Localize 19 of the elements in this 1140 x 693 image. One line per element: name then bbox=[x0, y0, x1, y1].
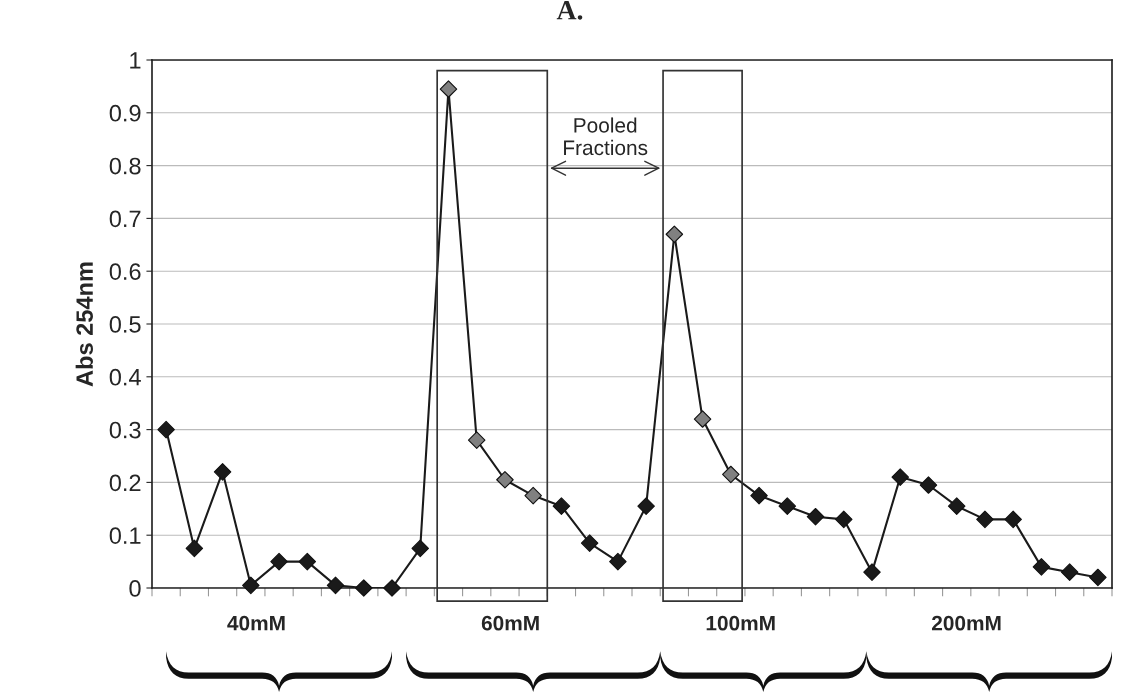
y-tick-label: 1 bbox=[130, 52, 141, 69]
y-axis-title: Abs 254nm bbox=[75, 262, 93, 387]
text: 200mM bbox=[931, 615, 1001, 631]
text: 60mM bbox=[481, 615, 539, 631]
y-tick-label: 0 bbox=[129, 580, 141, 597]
y-tick-label: 0.3 bbox=[109, 421, 141, 439]
y-tick-label: 0.9 bbox=[109, 104, 141, 122]
y-tick-label: 0.2 bbox=[109, 474, 141, 492]
y-tick-label: 0.5 bbox=[109, 316, 141, 333]
y-tick-label: 0.8 bbox=[109, 157, 141, 175]
annotation: Pooled Fractions bbox=[564, 117, 648, 156]
text: 100mM bbox=[706, 615, 775, 631]
chart-title: A. bbox=[556, 0, 583, 20]
text: 40mM bbox=[227, 615, 285, 631]
y-tick-label: 0.7 bbox=[109, 210, 141, 228]
point bbox=[326, 576, 345, 595]
y-tick-label: 0.4 bbox=[109, 368, 141, 386]
y-tick-label: 0.6 bbox=[109, 263, 141, 280]
y-tick-label: 0.1 bbox=[109, 527, 141, 544]
